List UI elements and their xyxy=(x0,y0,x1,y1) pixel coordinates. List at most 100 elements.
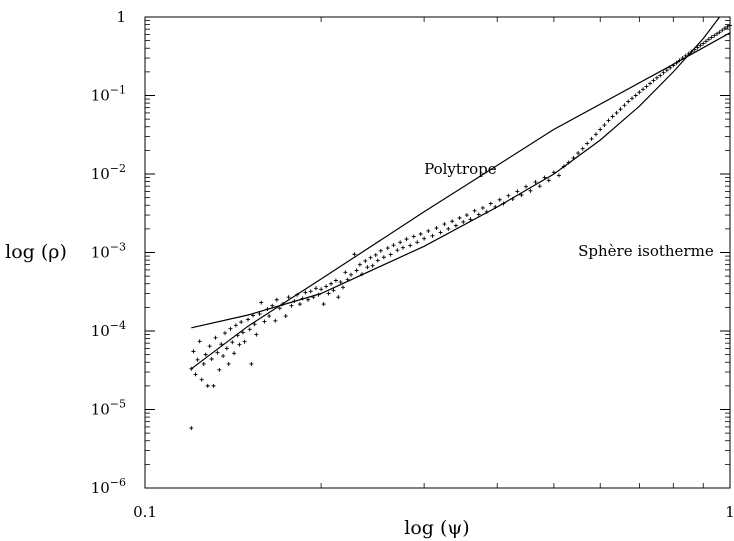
y-tick-label: 10−5 xyxy=(91,398,126,419)
data-point-marker xyxy=(199,377,204,382)
data-point-marker xyxy=(493,204,498,209)
data-point-marker xyxy=(352,252,357,257)
data-point-marker xyxy=(203,352,208,357)
data-point-marker xyxy=(308,289,313,294)
data-point-marker xyxy=(219,342,224,347)
data-point-marker xyxy=(561,164,566,169)
data-point-marker xyxy=(354,268,359,273)
data-point-marker xyxy=(418,232,423,237)
data-point-marker xyxy=(257,311,262,316)
data-point-marker xyxy=(689,49,694,54)
major-ticks xyxy=(145,16,730,489)
data-point-marker xyxy=(668,65,673,70)
data-point-marker xyxy=(237,342,242,347)
data-point-marker xyxy=(340,285,345,290)
data-point-marker xyxy=(226,361,231,366)
y-tick-label: 1 xyxy=(116,8,126,26)
data-point-marker xyxy=(303,290,308,295)
data-point-marker xyxy=(381,255,386,260)
data-point-marker xyxy=(277,306,282,311)
data-points xyxy=(189,23,732,431)
data-point-marker xyxy=(215,350,220,355)
data-point-marker xyxy=(235,333,240,338)
data-point-marker xyxy=(450,219,455,224)
data-point-marker xyxy=(674,60,679,65)
data-point-marker xyxy=(395,248,400,253)
data-point-marker xyxy=(404,237,409,242)
data-point-marker xyxy=(242,339,247,344)
data-point-marker xyxy=(546,178,551,183)
data-point-marker xyxy=(576,151,581,156)
data-point-marker xyxy=(313,286,318,291)
data-point-marker xyxy=(501,201,506,206)
data-point-marker xyxy=(368,255,373,260)
data-point-marker xyxy=(398,240,403,245)
data-point-marker xyxy=(622,103,627,108)
data-point-marker xyxy=(373,252,378,257)
data-point-marker xyxy=(461,219,466,224)
data-point-marker xyxy=(300,296,305,301)
data-point-marker xyxy=(698,43,703,48)
data-point-marker xyxy=(714,31,719,36)
data-point-marker xyxy=(415,240,420,245)
data-point-marker xyxy=(321,302,326,307)
data-point-marker xyxy=(728,23,732,28)
data-point-marker xyxy=(370,263,375,268)
data-point-marker xyxy=(680,56,685,61)
data-point-marker xyxy=(408,243,413,248)
data-point-marker xyxy=(468,217,473,222)
data-point-marker xyxy=(484,209,489,214)
data-point-marker xyxy=(598,127,603,132)
y-tick-labels: 10−6 10−5 10−4 10−3 10−2 10−1 1 xyxy=(91,8,126,497)
data-point-marker xyxy=(228,326,233,331)
model-curves xyxy=(190,16,731,370)
data-point-marker xyxy=(336,295,341,300)
data-point-marker xyxy=(566,160,571,165)
data-point-marker xyxy=(247,327,252,332)
data-point-marker xyxy=(207,344,212,349)
data-point-marker xyxy=(488,201,493,206)
data-point-marker xyxy=(265,307,270,312)
x-tick-label: 1 xyxy=(725,503,734,521)
y-tick-label: 10−2 xyxy=(91,162,126,183)
data-point-marker xyxy=(722,26,727,31)
data-point-marker xyxy=(720,28,725,33)
data-point-marker xyxy=(375,258,380,263)
data-point-marker xyxy=(289,303,294,308)
data-point-marker xyxy=(571,155,576,160)
data-point-marker xyxy=(239,320,244,325)
data-point-marker xyxy=(644,84,649,89)
data-point-marker xyxy=(388,252,393,257)
data-point-marker xyxy=(658,73,663,78)
data-point-marker xyxy=(446,226,451,231)
y-tick-label: 10−1 xyxy=(91,84,126,105)
data-point-marker xyxy=(704,39,709,44)
data-point-marker xyxy=(195,357,200,362)
minor-ticks xyxy=(145,17,730,488)
data-point-marker xyxy=(331,288,336,293)
data-point-marker xyxy=(411,234,416,239)
data-point-marker xyxy=(434,226,439,231)
data-point-marker xyxy=(209,356,214,361)
data-point-marker xyxy=(630,96,635,101)
data-point-marker xyxy=(213,335,218,340)
data-point-marker xyxy=(476,212,481,217)
data-point-marker xyxy=(633,93,638,98)
data-point-marker xyxy=(311,295,316,300)
data-point-marker xyxy=(637,90,642,95)
data-point-marker xyxy=(338,280,343,285)
data-point-marker xyxy=(197,339,202,344)
data-point-marker xyxy=(357,262,362,267)
data-point-marker xyxy=(343,270,348,275)
data-point-marker xyxy=(725,24,730,29)
data-point-marker xyxy=(664,68,669,73)
data-point-marker xyxy=(497,197,502,202)
data-point-marker xyxy=(400,245,405,250)
data-point-marker xyxy=(292,299,297,304)
data-point-marker xyxy=(240,330,245,335)
data-point-marker xyxy=(677,58,682,63)
data-point-marker xyxy=(319,287,324,292)
data-point-marker xyxy=(671,63,676,68)
data-point-marker xyxy=(701,41,706,46)
